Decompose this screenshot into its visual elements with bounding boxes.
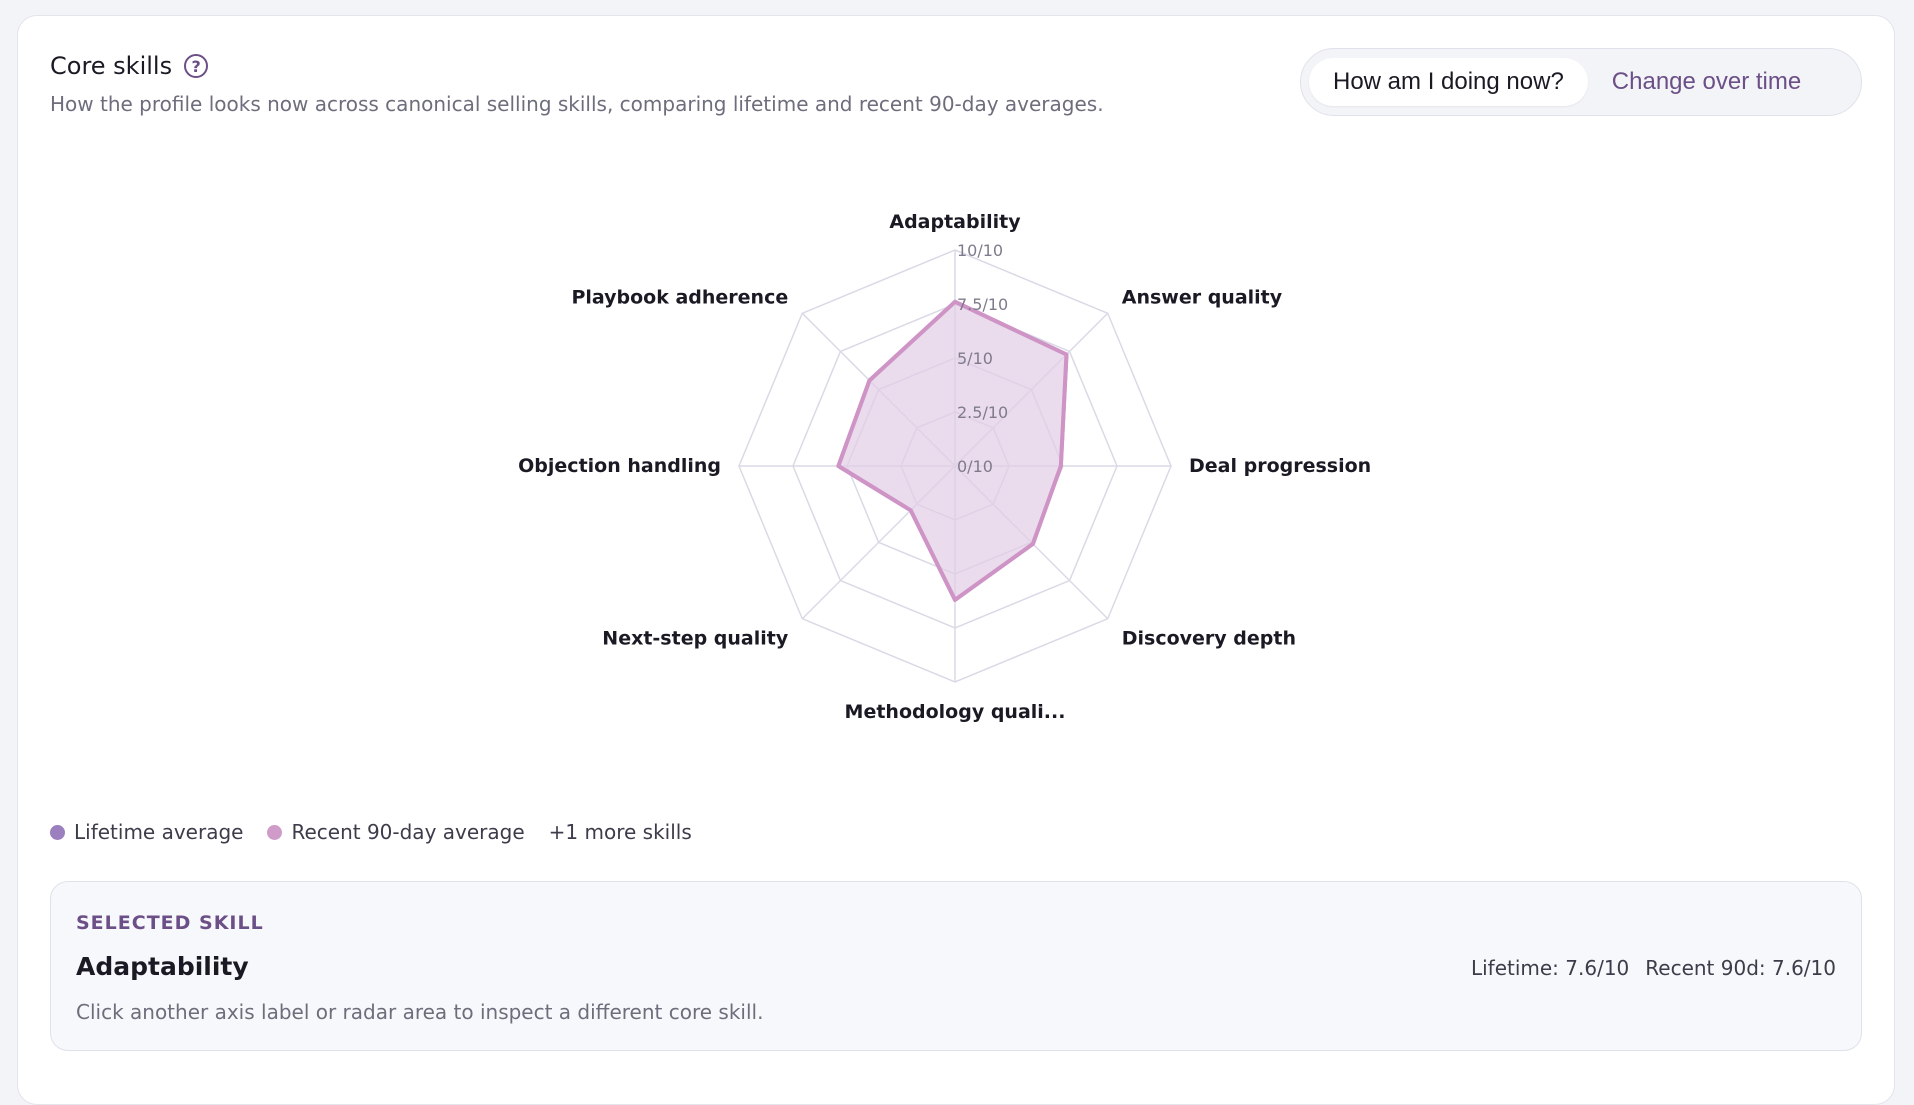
help-icon[interactable]: ? (184, 54, 209, 78)
axis-label-objection-handling[interactable]: Objection handling (518, 455, 721, 477)
toggle-over-time-button[interactable]: Change over time (1588, 58, 1825, 106)
tick-label: 7.5/10 (957, 295, 1008, 314)
selected-skill-hint: Click another axis label or radar area t… (76, 1000, 764, 1024)
title-row: Core skills ? (50, 52, 209, 80)
axis-label-deal-progression[interactable]: Deal progression (1189, 455, 1371, 477)
chart-legend: Lifetime average Recent 90-day average +… (50, 820, 692, 844)
axis-label-methodology-quali[interactable]: Methodology quali... (845, 701, 1066, 723)
tick-label: 5/10 (957, 349, 993, 368)
axis-label-answer-quality[interactable]: Answer quality (1122, 286, 1283, 308)
legend-item-lifetime[interactable]: Lifetime average (50, 820, 243, 844)
view-toggle: How am I doing now? Change over time (1300, 48, 1862, 116)
selected-skill-name: Adaptability (76, 952, 249, 981)
legend-label-recent: Recent 90-day average (291, 820, 525, 844)
selected-skill-eyebrow: SELECTED SKILL (76, 912, 264, 934)
page-title: Core skills (50, 52, 173, 80)
selected-skill-lifetime: Lifetime: 7.6/10 (1470, 956, 1630, 980)
tick-label: 0/10 (957, 457, 993, 476)
legend-label-lifetime: Lifetime average (74, 820, 244, 844)
axis-label-next-step-quality[interactable]: Next-step quality (602, 628, 789, 650)
axis-label-discovery-depth[interactable]: Discovery depth (1122, 628, 1296, 650)
more-skills-link[interactable]: +1 more skills (548, 820, 692, 844)
legend-dot-lifetime (50, 824, 65, 840)
radar-chart[interactable]: 0/10 2.5/10 5/10 7.5/10 10/10 Adaptability Ans… (0, 0, 1914, 800)
legend-item-recent[interactable]: Recent 90-day average (267, 820, 525, 844)
axis-label-playbook-adherence[interactable]: Playbook adherence (571, 286, 788, 308)
legend-dot-recent (267, 824, 283, 840)
selected-skill-recent: Recent 90d: 7.6/10 (1645, 956, 1836, 980)
axis-label-adaptability[interactable]: Adaptability (889, 211, 1021, 233)
tick-label: 2.5/10 (957, 403, 1008, 422)
page-subtitle: How the profile looks now across canonic… (50, 92, 1104, 116)
toggle-now-button[interactable]: How am I doing now? (1309, 58, 1588, 106)
tick-label: 10/10 (957, 241, 1003, 260)
selected-skill-stats: Lifetime: 7.6/10 Recent 90d: 7.6/10 (1471, 956, 1836, 980)
selected-skill-panel: SELECTED SKILL Adaptability Lifetime: 7.… (50, 881, 1862, 1051)
series-area-recent[interactable] (836, 299, 1069, 602)
